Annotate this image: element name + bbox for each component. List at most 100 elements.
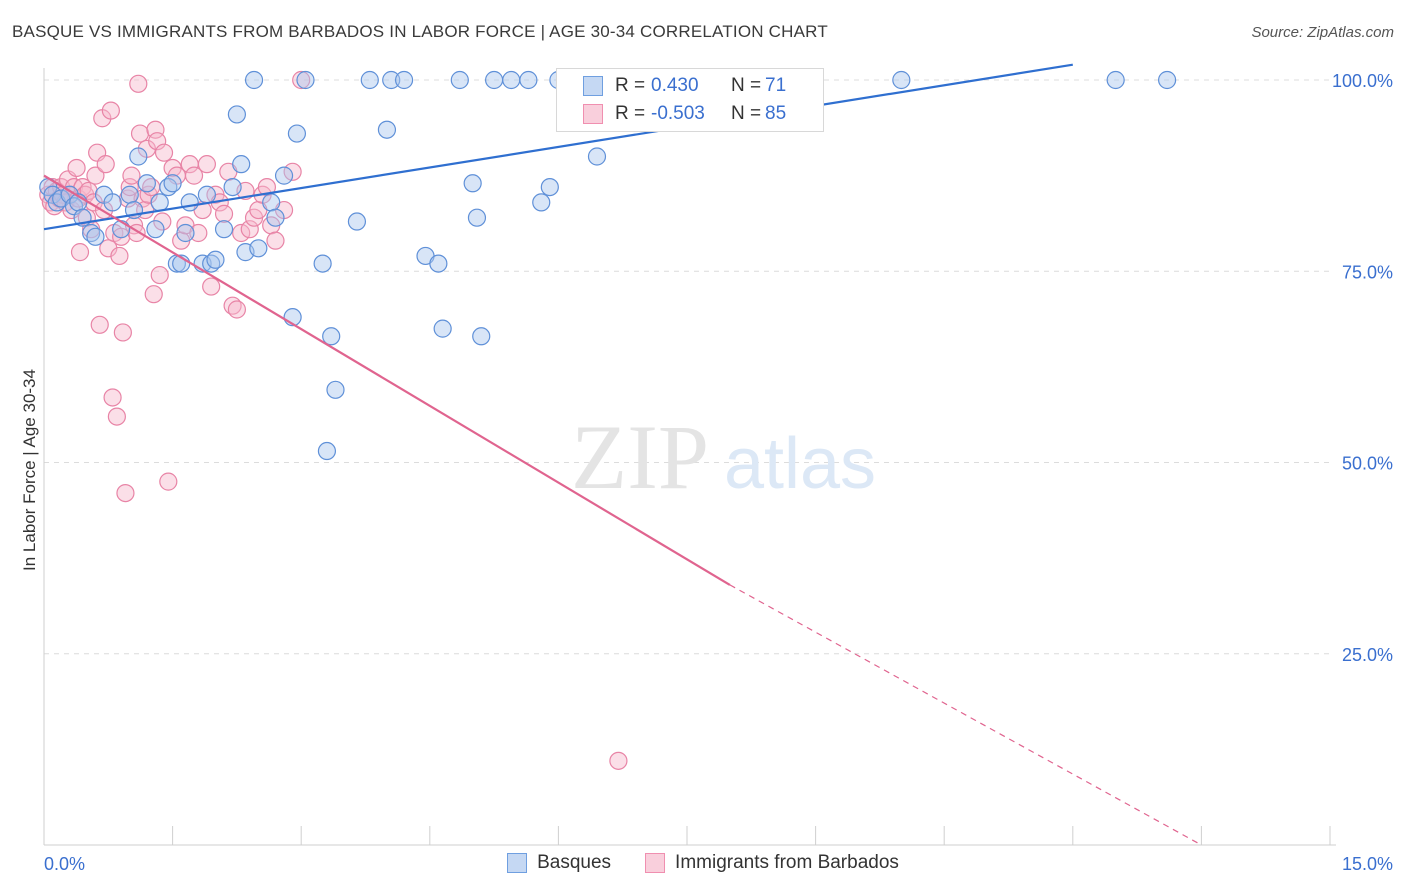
point-barbados [96,155,115,174]
point-basques [463,174,482,193]
point-barbados [70,243,90,262]
legend-row-basques: R = 0.430 N = 71 [557,72,786,100]
point-barbados [130,124,150,143]
legend-label-basques: Basques [537,852,612,873]
point-basques [180,193,199,212]
point-barbados [202,277,221,296]
point-barbados [292,70,311,90]
point-basques [467,208,487,227]
trendline-barbados [43,174,731,586]
point-basques [120,185,139,204]
legend-n-label: N = [731,103,762,124]
point-basques [146,220,165,239]
point-barbados [148,132,167,151]
point-basques [472,327,491,346]
point-basques [347,212,367,231]
point-basques [129,147,148,166]
point-basques [587,147,607,166]
series-legend: Basques Immigrants from Barbados [0,852,1406,874]
legend-r-label: R = [615,75,646,96]
y-tick-label: 100.0% [1332,71,1393,91]
point-barbados [150,265,169,285]
legend-swatch-pink [583,104,603,124]
point-basques [223,178,242,197]
point-barbados [266,231,285,250]
point-basques [112,220,131,239]
trendline-basques [43,63,1073,231]
point-barbados [240,220,259,239]
legend-swatch-pink [645,853,666,873]
legend-r-value: 0.430 [651,75,699,96]
point-basques [214,220,234,239]
point-basques [249,239,268,258]
point-barbados [113,323,132,342]
point-barbados [283,162,302,181]
x-tick-label: 15.0% [1342,854,1393,874]
legend-n-label: N = [731,75,762,96]
point-basques [150,193,169,212]
point-barbados [79,181,98,201]
point-barbados [153,212,172,231]
point-basques [296,70,315,90]
point-barbados [227,300,246,319]
point-barbados [112,227,131,246]
point-basques [485,70,504,90]
point-barbados [129,74,148,93]
y-tick-label: 75.0% [1342,262,1393,282]
point-basques [377,120,397,139]
point-basques [266,208,285,227]
y-tick-label: 50.0% [1342,454,1393,474]
point-barbados [90,315,109,334]
point-barbados [609,751,628,770]
point-barbados [146,120,165,139]
point-basques [176,223,195,243]
chart-title: BASQUE VS IMMIGRANTS FROM BARBADOS IN LA… [12,22,828,41]
legend-r-value: -0.503 [651,103,705,124]
x-tick-label: 0.0% [44,854,85,874]
point-basques [163,174,182,193]
watermark-atlas: atlas [724,424,876,504]
point-barbados [103,388,122,407]
point-basques [1106,70,1125,90]
point-barbados [86,166,105,185]
point-basques [227,105,246,124]
point-basques [1158,70,1177,90]
point-barbados [154,143,174,162]
point-basques [360,70,379,90]
legend-item-barbados[interactable]: Immigrants from Barbados [645,852,899,874]
legend-label-barbados: Immigrants from Barbados [675,852,899,873]
point-barbados [122,166,141,185]
point-basques [287,124,307,143]
point-basques [382,70,401,90]
point-basques [450,70,469,90]
point-barbados [214,204,234,223]
point-basques [892,70,911,90]
point-basques [244,70,264,90]
legend-row-barbados: R = -0.503 N = 85 [557,100,786,128]
point-barbados [189,223,208,243]
legend-r-label: R = [615,103,646,124]
point-basques [197,185,216,204]
point-basques [103,193,122,212]
point-barbados [107,407,126,426]
point-barbados [67,158,86,178]
point-basques [232,155,251,174]
point-basques [502,70,521,90]
point-barbados [116,484,135,503]
point-basques [86,227,105,246]
point-basques [540,178,559,197]
watermark-zip: ZIP [571,406,709,508]
point-basques [262,193,281,212]
point-barbados [144,285,163,304]
point-basques [429,254,448,273]
point-barbados [197,155,216,174]
point-barbados [110,246,129,266]
y-axis-label: In Labor Force | Age 30-34 [20,369,39,571]
point-barbados [184,166,204,185]
point-basques [313,254,332,273]
point-barbados [120,178,139,197]
point-basques [322,327,341,346]
point-basques [317,441,337,461]
legend-item-basques[interactable]: Basques [507,852,611,874]
